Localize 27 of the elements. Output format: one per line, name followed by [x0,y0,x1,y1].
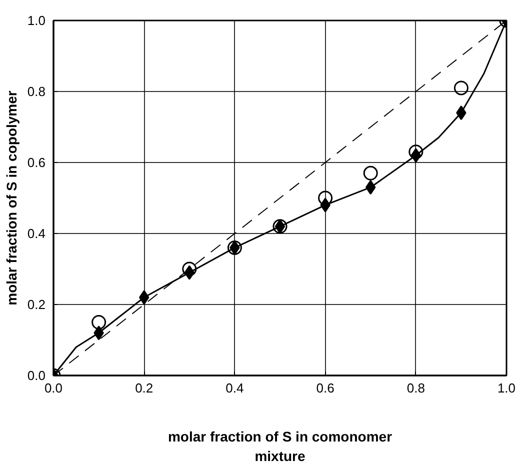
point [320,198,330,212]
point [92,315,106,330]
x-tick-label: 1.0 [497,380,516,396]
point [182,262,197,276]
point [366,180,376,195]
y-tick-label: 0.8 [27,84,46,99]
point [139,290,150,305]
y-tick-label: 0.0 [27,368,46,383]
x-tick-label: 0.2 [135,380,154,396]
point [94,326,104,340]
y-tick-label: 1.0 [27,13,46,28]
x-tick-label: 0.8 [406,380,425,396]
point [410,148,421,163]
point [454,80,468,96]
x-tick-label: 0.6 [316,380,334,396]
y-tick-label: 0.4 [27,226,46,241]
point [363,166,378,180]
y-tick-label: 0.6 [27,155,46,170]
y-tick-label: 0.2 [27,297,46,312]
x-axis-title: molar fraction of S in comonomer mixture [168,428,393,464]
point [318,190,333,206]
x-tick-label: 0.0 [44,380,63,396]
point [408,144,424,160]
y-axis-title: molar fraction of S in copolymer [3,90,20,306]
point [456,106,466,120]
x-tick-label: 0.4 [226,380,244,396]
point [184,265,194,280]
